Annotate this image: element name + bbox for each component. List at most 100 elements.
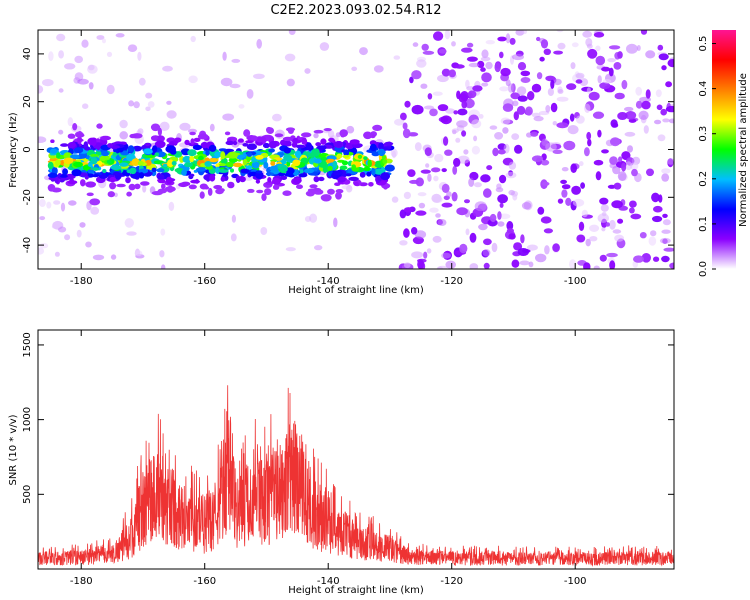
spectrogram-cell: [429, 207, 439, 213]
spectrogram-cell: [505, 33, 511, 44]
spectrogram-cell: [341, 160, 349, 166]
spectrogram-cell: [412, 42, 419, 47]
spectrogram-cell: [363, 166, 371, 172]
spectrogram-cell: [595, 55, 606, 66]
spectrogram-cell: [645, 89, 651, 99]
spectrogram-cell: [204, 161, 212, 167]
spectrogram-cell: [319, 42, 330, 51]
spectrogram-cell: [459, 243, 468, 254]
spectrogram-cell: [506, 221, 514, 231]
spectrogram-cell: [441, 68, 451, 77]
spectrogram-cell: [137, 51, 142, 61]
spectrogram-cell: [513, 111, 519, 121]
spectrogram-cell: [513, 242, 523, 251]
spectrogram-cell: [510, 92, 520, 100]
spectrogram-cell: [473, 182, 482, 188]
spectrogram-cell: [222, 113, 235, 121]
spectrogram-cell: [609, 219, 616, 230]
spectrogram-cell: [119, 162, 129, 167]
spectrogram-cell: [454, 64, 465, 69]
spectrogram-cell: [441, 183, 450, 193]
spectrogram-cell: [222, 51, 227, 61]
spectrogram-cell: [563, 140, 576, 151]
spectrogram-cell: [551, 103, 556, 112]
spectrogram-cell: [404, 262, 411, 269]
spectrogram-cell: [199, 191, 205, 199]
spectrogram-cell: [416, 59, 427, 68]
spectrogram-cell: [482, 249, 491, 257]
spectrogram-cell: [371, 168, 376, 176]
spectrogram-cell: [128, 100, 135, 107]
spectrogram-cell: [617, 171, 627, 182]
spectrogram-cell: [363, 131, 373, 140]
spectrogram-cell: [443, 136, 449, 146]
spectrogram-cell: [404, 100, 411, 108]
spectrogram-cell: [624, 161, 633, 171]
spectrogram-cell: [351, 164, 357, 170]
spectrogram-cell: [293, 177, 302, 184]
spectrogram-cell: [133, 101, 140, 109]
spectrogram-cell: [445, 108, 455, 114]
spectrogram-cell: [661, 255, 670, 263]
spectrogram-cell: [552, 149, 563, 154]
spectrogram-cell: [441, 252, 451, 259]
spectrogram-cell: [343, 149, 350, 157]
spectrogram-cell: [74, 55, 83, 64]
spectrogram-cell: [411, 227, 418, 235]
spectrogram-cell: [589, 236, 598, 242]
spectrogram-cell: [47, 172, 58, 178]
spectrogram-cell: [485, 40, 495, 45]
spectrogram-cell: [394, 118, 405, 126]
spectrogram-cell: [626, 43, 638, 54]
spectrogram-cell: [100, 135, 111, 141]
y-tick-label: 1500: [22, 332, 33, 357]
spectrogram-cell: [156, 168, 165, 173]
spectrogram-cell: [653, 205, 663, 213]
spectrogram-cell: [612, 122, 619, 128]
spectrogram-cell: [662, 213, 668, 218]
spectrogram-cell: [345, 142, 355, 150]
spectrogram-cell: [556, 96, 569, 102]
x-tick-label: -120: [440, 576, 463, 587]
spectrogram-cell: [106, 51, 113, 58]
spectrogram-cell: [327, 165, 333, 171]
spectrogram-cell: [553, 50, 563, 55]
spectrogram-cell: [231, 58, 241, 63]
spectrogram-cell: [517, 95, 528, 102]
spectrogram-cell: [140, 181, 150, 186]
spectrogram-cell: [417, 259, 424, 269]
spectrogram-cell: [90, 153, 99, 158]
spectrogram-cell: [382, 173, 390, 178]
spectrogram-cell: [231, 214, 236, 223]
spectrogram-cell: [60, 202, 66, 212]
spectrogram-cell: [556, 30, 564, 33]
spectrogram-cell: [256, 38, 263, 49]
spectrogram-cell: [62, 168, 68, 176]
spectrogram-cell: [102, 38, 106, 44]
spectrogram-cell: [481, 49, 489, 59]
spectrogram-cell: [255, 170, 263, 174]
spectrogram-cell: [189, 173, 195, 177]
spectrogram-cell: [294, 150, 302, 159]
spectrogram-cell: [660, 108, 667, 116]
spectrogram-cell: [657, 44, 664, 51]
spectrogram-cell: [609, 156, 618, 165]
spectrogram-cell: [407, 169, 416, 178]
spectrogram-cell: [566, 83, 577, 90]
spectrogram-cell: [207, 187, 213, 196]
spectrogram-cell: [579, 161, 584, 167]
spectrogram-cell: [432, 235, 442, 243]
spectrogram-cell: [497, 194, 508, 204]
x-tick-label: -140: [317, 276, 340, 287]
spectrogram-cell: [128, 183, 136, 191]
spectrogram-cell: [480, 67, 486, 72]
spectrogram-cell: [662, 219, 671, 226]
spectrogram-cell: [88, 82, 94, 90]
spectrogram-cell: [530, 131, 539, 137]
spectrogram-cell: [561, 189, 568, 198]
spectrogram-cell: [646, 168, 654, 177]
spectrogram-cell: [288, 30, 296, 35]
spectrogram-cell: [246, 143, 257, 150]
spectrogram-cell: [168, 201, 175, 211]
spectrogram-cell: [349, 139, 360, 145]
